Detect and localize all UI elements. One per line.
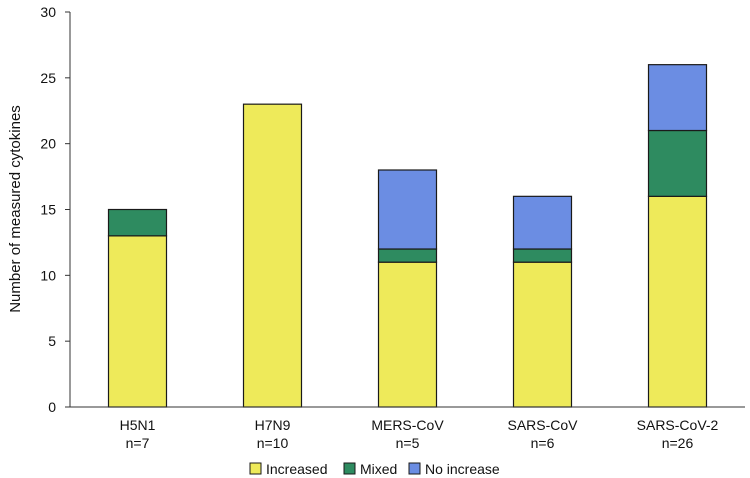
x-category-count: n=7 [126,435,150,451]
legend: Increased Mixed No increase [249,461,500,477]
x-category-label: H5N1 [120,417,156,433]
y-tick-label: 30 [40,4,56,20]
y-tick-label: 25 [40,70,56,86]
bar-sars-cov-increased [512,261,573,408]
bar-mers-cov-mixed [377,248,438,263]
x-category-count: n=5 [396,435,420,451]
legend-label-mixed: Mixed [360,461,397,477]
y-tick-label: 0 [48,399,56,415]
bar-sars-cov-no-increase [512,195,573,250]
y-tick-label: 10 [40,267,56,283]
x-category-label: SARS-CoV-2 [637,417,719,433]
x-category-label: SARS-CoV [507,417,578,433]
y-tick-label: 5 [48,333,56,349]
bar-mers-cov-increased [377,261,438,408]
legend-swatch-mixed [343,462,356,475]
x-category-count: n=10 [257,435,289,451]
y-tick-label: 15 [40,202,56,218]
x-category-label: MERS-CoV [371,417,444,433]
bar-sars-cov-2-mixed [647,129,708,197]
x-category-count: n=6 [531,435,555,451]
bar-sars-cov-2-no-increase [647,64,708,132]
bars-group [107,64,708,408]
x-axis-labels: H5N1 n=7 H7N9 n=10 MERS-CoV n=5 SARS-CoV n=6 SAR… [120,417,719,451]
legend-label-no-increase: No increase [425,461,500,477]
legend-swatch-increased [249,462,262,475]
bar-h5n1-mixed [107,208,168,237]
bar-sars-cov-2-increased [647,195,708,408]
y-tick-label: 20 [40,136,56,152]
y-axis-ticks: 0 5 10 15 20 25 30 [40,4,70,415]
x-category-label: H7N9 [255,417,291,433]
bar-sars-cov-mixed [512,248,573,263]
legend-swatch-no-increase [408,462,421,475]
x-category-count: n=26 [662,435,694,451]
y-axis-title: Number of measured cytokines [7,105,24,313]
legend-label-increased: Increased [266,461,327,477]
bar-h5n1-increased [107,235,168,408]
bar-h7n9-increased [242,103,303,408]
bar-mers-cov-no-increase [377,169,438,250]
